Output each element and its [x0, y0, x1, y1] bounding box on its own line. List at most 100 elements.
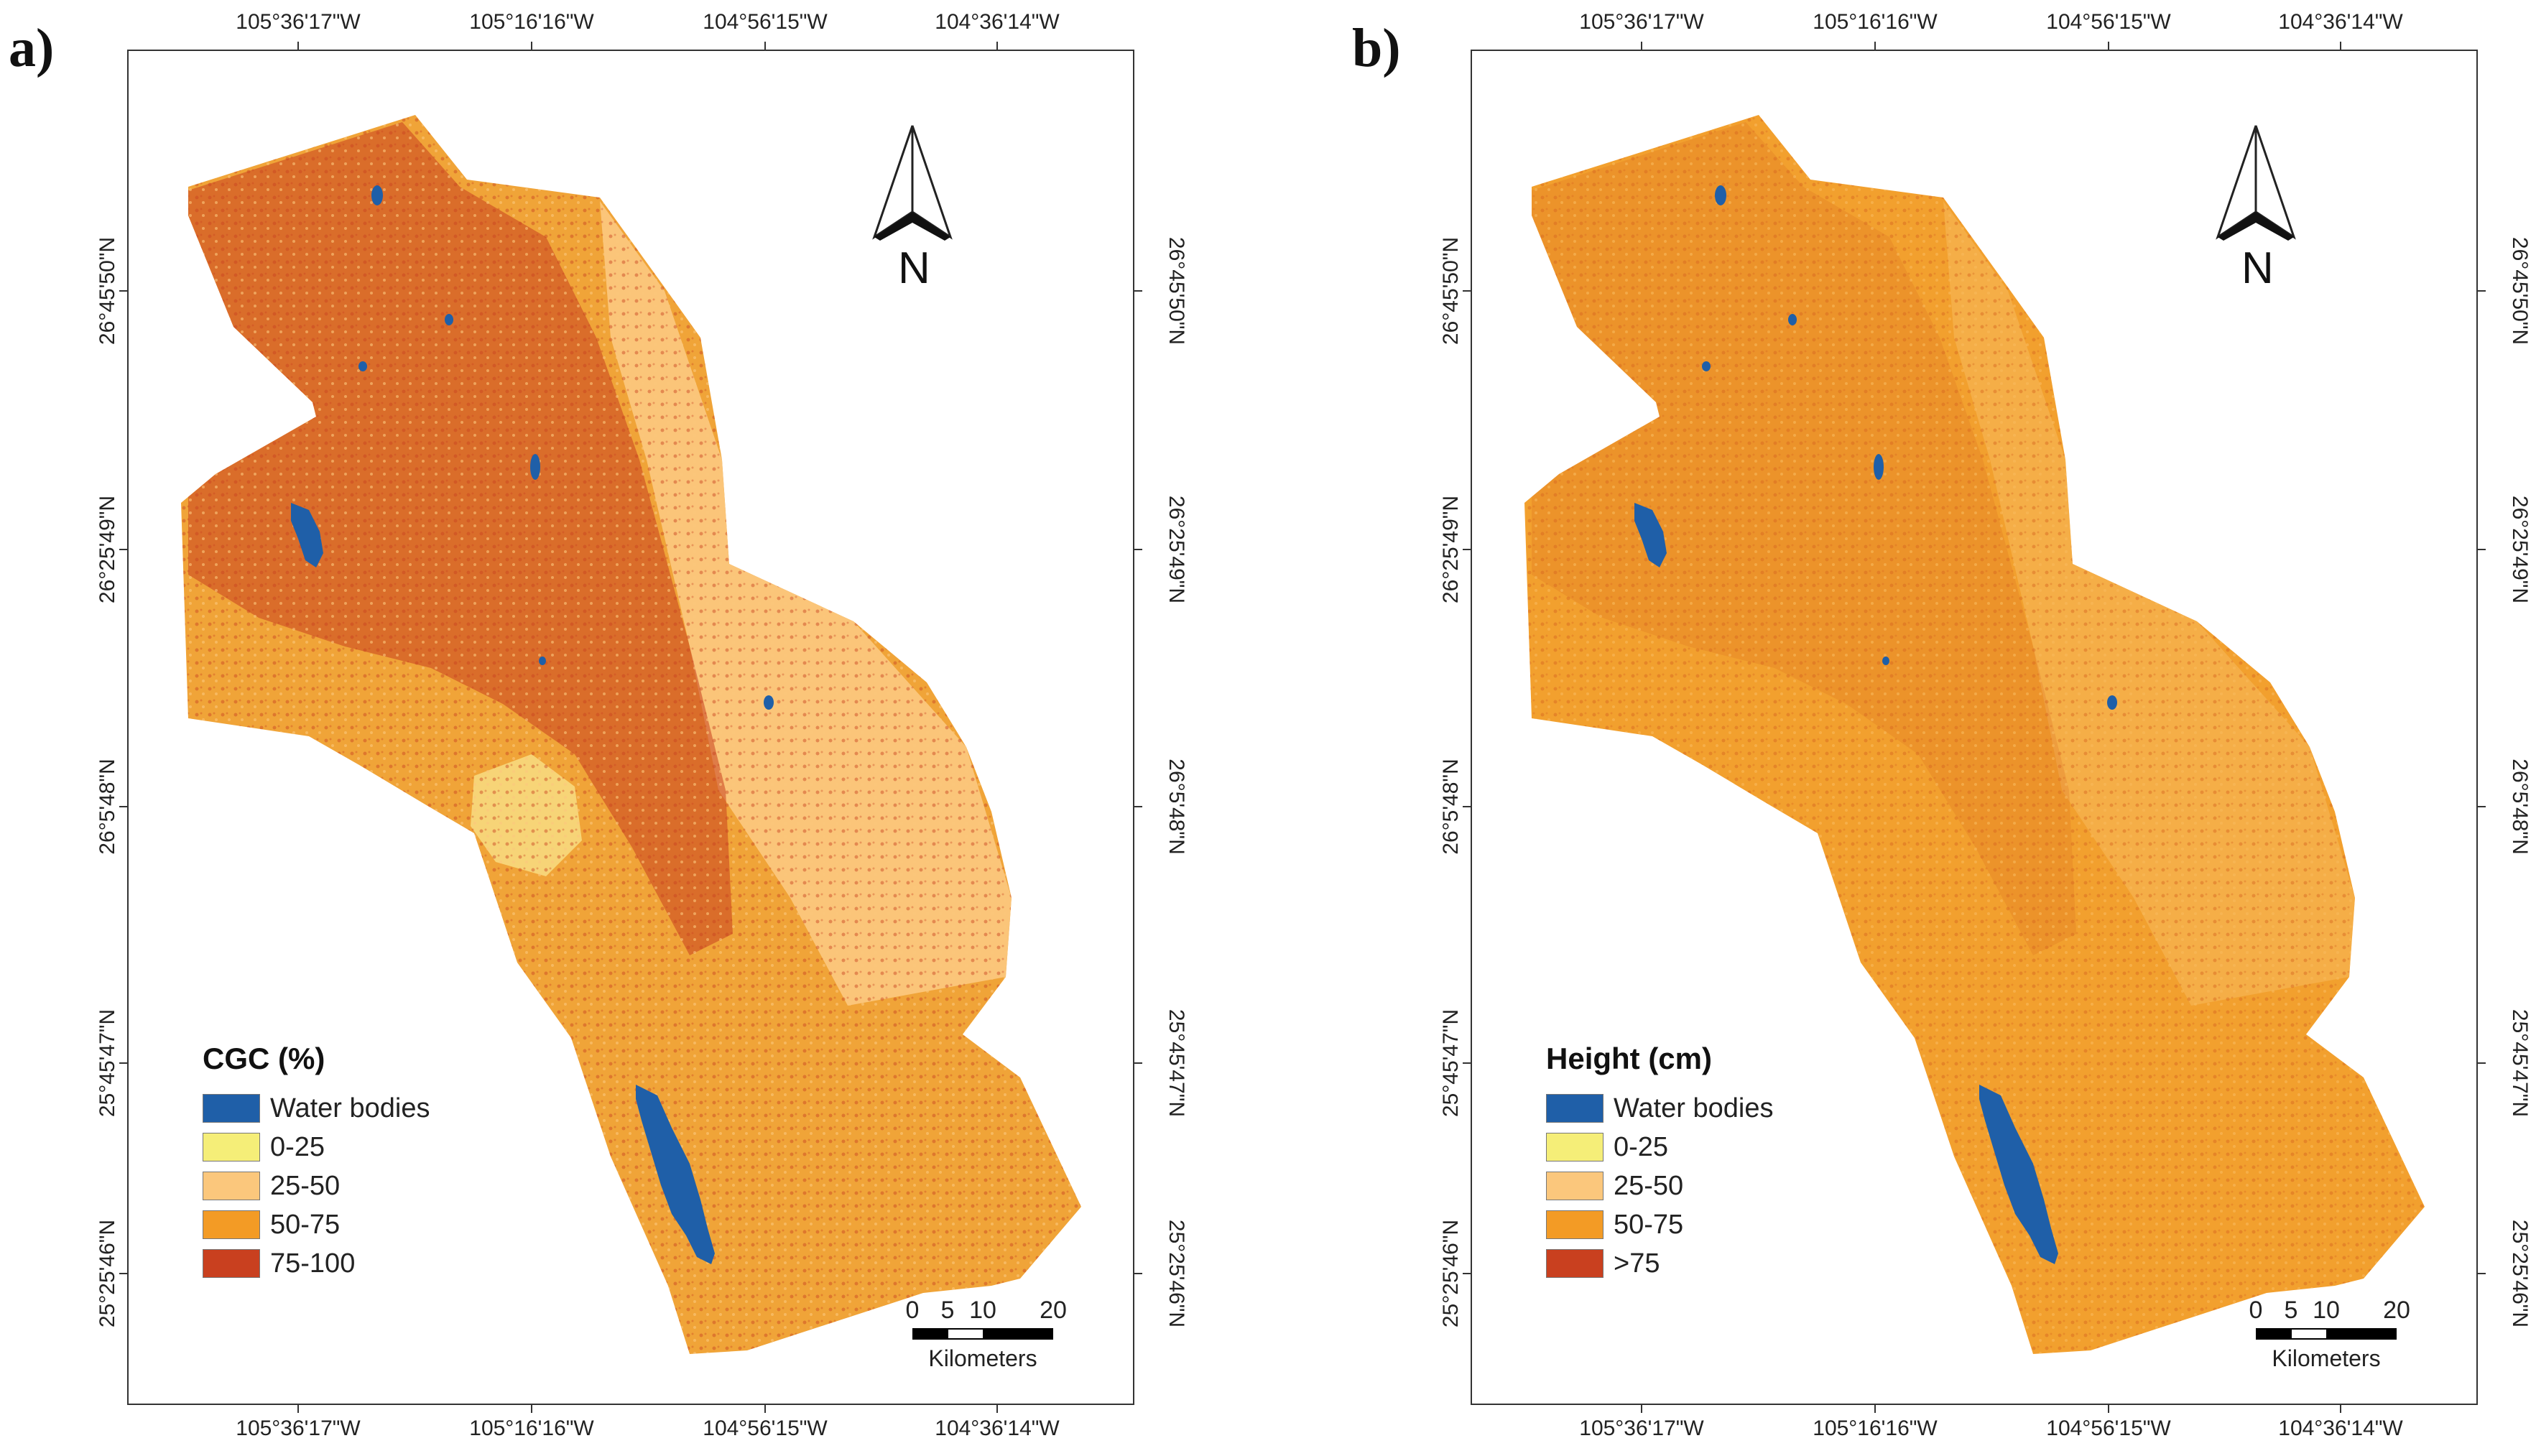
lon-tick-bottom-3: 104°56'15"W [2046, 1416, 2171, 1440]
legend-item-class-3: 50-75 [203, 1205, 430, 1244]
map-panel-a: a) 105°36'17"W 105°16'16"W 104°56'15"W 1… [9, 10, 1188, 1440]
lat-tick-left-4: 25°45'47"N [96, 1008, 119, 1118]
lon-tick-top-1: 105°36'17"W [1579, 10, 1704, 34]
legend-item-class-1: 0-25 [203, 1128, 430, 1167]
reservoir [1979, 1085, 2058, 1264]
scale-number: 0 [905, 1297, 920, 1324]
legend-label: 0-25 [270, 1131, 325, 1162]
map-panel-b: b) 105°36'17"W 105°16'16"W 104°56'15"W 1… [1268, 0, 2536, 1456]
legend-label: Water bodies [270, 1093, 430, 1123]
scale-unit: Kilometers [928, 1345, 1037, 1371]
scale-bar-graphic [912, 1328, 1053, 1340]
legend-item-class-4: 75-100 [203, 1244, 430, 1283]
legend-swatch [203, 1094, 260, 1123]
scale-number: 5 [940, 1297, 955, 1324]
scale-unit: Kilometers [2272, 1345, 2381, 1371]
legend-label: 0-25 [1614, 1131, 1669, 1162]
legend-item-water: Water bodies [203, 1089, 430, 1128]
pond [445, 314, 453, 325]
pond [358, 361, 367, 371]
map-frame [1471, 50, 2478, 1405]
lon-tick-top-1: 105°36'17"W [236, 10, 361, 34]
legend-label: 25-50 [1614, 1170, 1684, 1201]
lon-tick-bottom-2: 105°16'16"W [469, 1416, 594, 1440]
lat-tick-right-2: 26°25'49"N [2508, 495, 2532, 604]
lat-tick-left-3: 26°5'48"N [96, 759, 119, 855]
scale-number: 20 [1040, 1297, 1067, 1324]
legend-item-water: Water bodies [1546, 1089, 1773, 1128]
scale-number: 10 [969, 1297, 996, 1324]
lon-tick-bottom-2: 105°16'16"W [1813, 1416, 1938, 1440]
lat-tick-left-5: 25°25'46"N [1439, 1219, 1463, 1328]
reservoir [636, 1085, 715, 1264]
lon-tick-bottom-4: 104°36'14"W [935, 1416, 1060, 1440]
legend-swatch [203, 1249, 260, 1278]
scale-number: 0 [2249, 1297, 2263, 1324]
lake [1634, 503, 1667, 567]
legend-title: Height (cm) [1546, 1042, 1712, 1075]
legend-label: >75 [1614, 1248, 1660, 1279]
north-arrow: N [2209, 122, 2303, 295]
lat-tick-left-1: 26°45'50"N [96, 236, 119, 346]
legend-item-class-2: 25-50 [203, 1167, 430, 1205]
north-label: N [2241, 244, 2274, 293]
north-arrow-icon [872, 125, 953, 241]
scale-bar-graphic [2256, 1328, 2397, 1340]
pond [2107, 695, 2117, 710]
lake [291, 503, 323, 567]
lat-tick-right-2: 26°25'49"N [1165, 495, 1188, 604]
legend: CGC (%) Water bodies 0-25 25-50 50-75 75… [203, 1042, 430, 1283]
pond [1702, 361, 1711, 371]
pond [1715, 185, 1726, 205]
legend-swatch [1546, 1172, 1603, 1200]
pond [539, 657, 546, 665]
lon-tick-top-4: 104°36'14"W [2278, 10, 2403, 34]
map-frame [127, 50, 1134, 1405]
legend-label: 50-75 [1614, 1209, 1684, 1240]
pond [1882, 657, 1889, 665]
legend-swatch [1546, 1133, 1603, 1161]
lat-tick-right-5: 25°25'46"N [2508, 1219, 2532, 1328]
lat-tick-left-5: 25°25'46"N [96, 1219, 119, 1328]
scale-number: 10 [2313, 1297, 2340, 1324]
scale-numbers: 0 5 10 20 [2249, 1297, 2410, 1328]
scale-number: 20 [2383, 1297, 2410, 1324]
lat-tick-right-4: 25°45'47"N [1165, 1008, 1188, 1118]
scale-number: 5 [2284, 1297, 2298, 1324]
panel-label: a) [9, 18, 55, 78]
legend-swatch [203, 1172, 260, 1200]
lon-tick-bottom-1: 105°36'17"W [1579, 1416, 1704, 1440]
lon-tick-top-3: 104°56'15"W [2046, 10, 2171, 34]
legend-item-class-1: 0-25 [1546, 1128, 1773, 1167]
lat-tick-right-1: 26°45'50"N [2508, 236, 2532, 346]
map-svg [1463, 42, 2486, 1413]
legend-swatch [203, 1133, 260, 1161]
scale-bar: 0 5 10 20 Kilometers [906, 1297, 1067, 1372]
legend-swatch [1546, 1210, 1603, 1239]
pond [1874, 454, 1884, 480]
legend-swatch [1546, 1094, 1603, 1123]
legend-item-class-2: 25-50 [1546, 1167, 1773, 1205]
legend-label: 50-75 [270, 1209, 341, 1240]
scale-numbers: 0 5 10 20 [906, 1297, 1067, 1328]
lat-tick-left-2: 26°25'49"N [96, 495, 119, 604]
legend-label: 25-50 [270, 1170, 341, 1201]
legend-title: CGC (%) [203, 1042, 325, 1075]
lat-tick-right-4: 25°45'47"N [2508, 1008, 2532, 1118]
pond [530, 454, 540, 480]
map-svg [119, 42, 1142, 1413]
lon-tick-top-4: 104°36'14"W [935, 10, 1060, 34]
lat-tick-left-2: 26°25'49"N [1439, 495, 1463, 604]
lon-tick-top-2: 105°16'16"W [1813, 10, 1938, 34]
legend-label: Water bodies [1614, 1093, 1774, 1123]
lat-tick-left-1: 26°45'50"N [1439, 236, 1463, 346]
lat-tick-left-4: 25°45'47"N [1439, 1008, 1463, 1118]
lon-tick-top-3: 104°56'15"W [703, 10, 828, 34]
north-arrow-icon [2216, 125, 2296, 241]
lon-tick-bottom-3: 104°56'15"W [703, 1416, 828, 1440]
legend-item-class-4: >75 [1546, 1244, 1773, 1283]
pond [371, 185, 383, 205]
legend-swatch [1546, 1249, 1603, 1278]
pond [1788, 314, 1797, 325]
lat-tick-left-3: 26°5'48"N [1439, 759, 1463, 855]
